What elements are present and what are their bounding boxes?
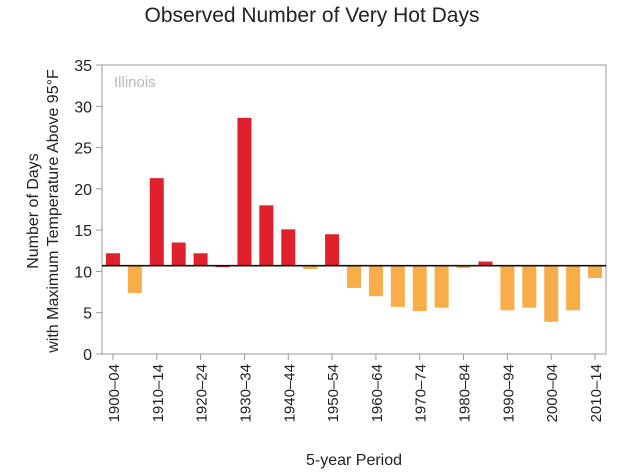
region-label: Illinois: [114, 74, 156, 91]
y-tick-label: 10: [74, 264, 92, 281]
bar: [478, 261, 493, 266]
y-tick-label: 25: [74, 141, 92, 158]
bar: [127, 265, 142, 293]
bar: [149, 178, 164, 266]
y-tick-label: 20: [74, 182, 92, 199]
bar: [544, 265, 559, 322]
y-axis-label-line-2: with Maximum Temperature Above 95°F: [45, 69, 62, 353]
x-tick-label: 1950–54: [325, 364, 342, 422]
x-tick-label: 1930–34: [237, 364, 254, 422]
bar: [259, 205, 274, 266]
x-tick-label: 1990–94: [500, 364, 517, 422]
bar: [522, 265, 537, 308]
bar: [390, 265, 405, 307]
bar: [566, 265, 581, 311]
bar: [325, 234, 340, 266]
bar: [500, 265, 515, 311]
x-tick-label: 1900–04: [106, 364, 123, 422]
x-axis-label: 5-year Period: [305, 452, 403, 469]
bar: [171, 242, 186, 266]
bar: [105, 253, 120, 266]
y-tick-label: 15: [74, 223, 92, 240]
bar: [281, 229, 296, 266]
y-tick-label: 5: [83, 306, 92, 323]
y-axis-label-line-1: Number of Days: [25, 153, 42, 269]
bar: [193, 253, 208, 266]
bar: [434, 265, 449, 308]
plot-frame: [101, 64, 607, 355]
x-tick-label: 2000–04: [544, 364, 561, 422]
y-tick-label: 30: [74, 99, 92, 116]
bar: [237, 117, 252, 266]
y-tick-label: 0: [83, 347, 92, 364]
x-tick-label: 1910–14: [150, 364, 167, 422]
x-tick-label: 1970–74: [413, 364, 430, 422]
x-tick-label: 1920–24: [194, 364, 211, 422]
bar: [303, 265, 318, 269]
x-tick-label: 1960–64: [369, 364, 386, 422]
bar: [456, 265, 471, 269]
chart-title: Observed Number of Very Hot Days: [144, 4, 480, 27]
bar: [412, 265, 427, 312]
bar: [588, 265, 603, 279]
y-tick-label: 35: [74, 58, 92, 75]
x-tick-label: 1940–44: [281, 364, 298, 422]
x-tick-label: 2010–14: [588, 364, 605, 422]
bar: [347, 265, 361, 288]
x-tick-label: 1980–84: [457, 364, 474, 422]
bar: [368, 265, 383, 297]
